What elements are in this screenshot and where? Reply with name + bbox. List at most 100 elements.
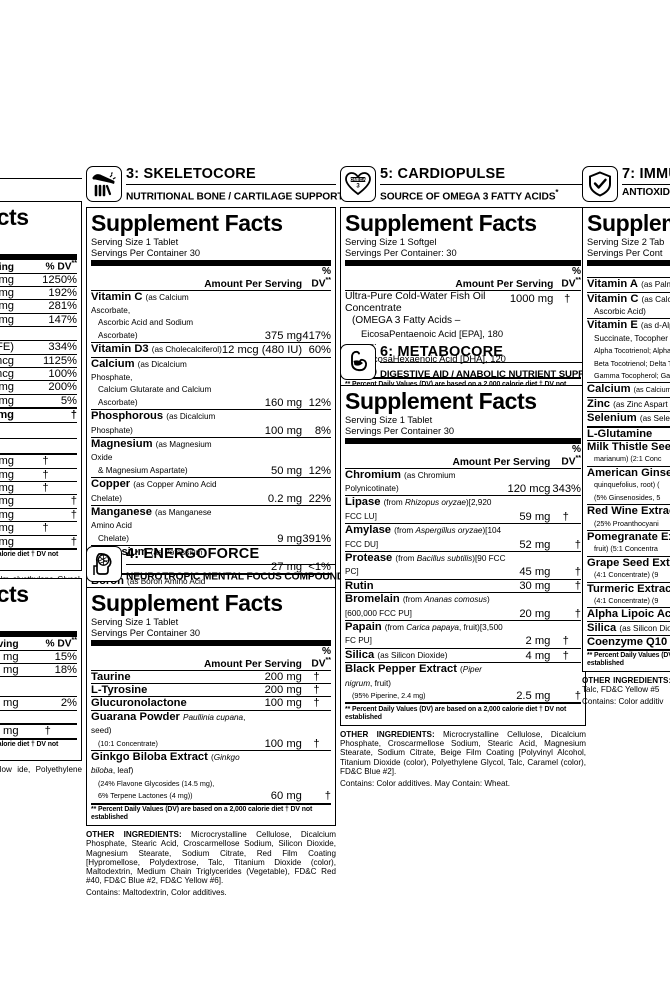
- table-row: Guarana Powder Paullinia cupana, seed) (1…: [91, 709, 331, 751]
- table-row: Chromium (as Chromium Polynicotinate) 12…: [345, 467, 581, 496]
- panel-header: 3: SKELETOCORE NUTRITIONAL BONE / CARTIL…: [86, 166, 347, 204]
- row-dv: 200%: [14, 380, 77, 395]
- heart-omega3-icon: OMEGA 3: [340, 166, 376, 202]
- col-amount-per-serving: Amount Per Serving: [203, 658, 302, 670]
- row-dv: †: [14, 494, 77, 509]
- row-name: Coenzyme Q10 US: [587, 636, 670, 649]
- row-dv: †: [550, 662, 581, 703]
- row-name: Silica: [345, 648, 375, 661]
- panel-subtitle: [0, 178, 82, 193]
- panel-cardiopulse: OMEGA 3 5: CARDIOPULSE SOURCE OF OMEGA 3…: [340, 166, 586, 414]
- row-dv: †: [550, 523, 581, 552]
- panel-header: 6: METABOCORE DIGESTIVE AID / ANABOLIC N…: [340, 344, 608, 382]
- row-dv: 12%: [302, 437, 331, 478]
- row-name: Ultra-Pure Cold-Water Fish Oil Concentra…: [345, 290, 486, 314]
- table-row: 8 mg†: [0, 534, 77, 548]
- table-row: Copper (as Copper Amino Acid Chelate) 0.…: [91, 477, 331, 506]
- table-row: Rutin 30 mg †: [345, 578, 581, 593]
- table-row: [0, 437, 77, 455]
- servings-per-container: Servings Per Cont: [587, 247, 663, 258]
- other-ingredients: OTHER INGREDIENTS: Sodium, Stearic Acid,…: [582, 676, 670, 695]
- row-name: Ginkgo Biloba Extract: [91, 751, 208, 764]
- servings-per-container: Servings Per Container 30: [91, 627, 201, 638]
- row-dv: †: [301, 709, 331, 751]
- row-name: Black Pepper Extract: [345, 663, 457, 676]
- row-dv: 12%: [302, 356, 331, 410]
- other-ingredients: OTHER INGREDIENTS: Microcrystalline Cell…: [340, 729, 587, 776]
- svg-text:OMEGA: OMEGA: [350, 177, 366, 182]
- panel-header: 4: ENERGOFORCE NEUROTROPIC MENTAL FOCUS …: [86, 546, 347, 584]
- row-amount: 375 mg: [221, 289, 303, 343]
- row-name: Vitamin D3: [91, 343, 149, 356]
- panel-name: IMMU: [639, 166, 670, 182]
- table-row: 27 mcg1125%: [0, 353, 77, 368]
- panel-title: MPLEX*: [0, 160, 82, 178]
- row-amount: 120 mcg: [507, 467, 551, 496]
- row-dv: 8%: [302, 409, 331, 438]
- table-row: 83 mg2%: [0, 696, 77, 711]
- row-dv: 100%: [14, 367, 77, 381]
- table-row: 25 mg†: [0, 507, 77, 522]
- panel-subtitle: NUTRITIONAL BONE / CARTILAGE SUPPORT*: [126, 184, 347, 203]
- row-name: Calcium: [587, 383, 631, 396]
- supplement-facts-title: Supplement Facts: [345, 388, 537, 414]
- panel-name: SKELETOCORE: [143, 166, 256, 182]
- col-percent-dv: % DV**: [45, 637, 78, 650]
- table-row: Phosphorous (as Dicalcium Phosphate) 100…: [91, 409, 331, 438]
- table-row: 25 mg†: [0, 521, 77, 536]
- servings-per-container: Servings Per Container: 30: [345, 247, 457, 258]
- row-amount: 59 mg: [507, 495, 551, 524]
- table-row: Black Pepper Extract (Piper nigrum, frui…: [345, 662, 581, 703]
- row-name: Bromelain: [345, 593, 400, 606]
- row-dv: <1%: [302, 545, 331, 575]
- contains-statement: Contains: Color additives. May Contain: …: [340, 779, 511, 788]
- table-row: Protease (from Bacillus subtilis)[90 FCC…: [345, 551, 581, 580]
- row-dv: 417%: [302, 289, 331, 343]
- row-dv: †: [14, 521, 77, 536]
- supplement-facts-box: Supplement Facts Serving Size 1 Tablet S…: [340, 385, 586, 726]
- row-dv: 281%: [14, 299, 77, 314]
- row-dv: †: [301, 669, 331, 684]
- divider-thick: [345, 260, 581, 267]
- nutrition-table: Vitamin A (as Palmi Vitamin C (as Calciu…: [587, 266, 670, 649]
- table-row: 104 mg†: [0, 453, 77, 469]
- serving-size: Serving Size 1 Softgel: [345, 237, 437, 247]
- daily-value-footnote: ** Percent Daily Values (DV) are based o…: [0, 737, 77, 758]
- row-amount: 30 mcg: [0, 367, 15, 381]
- panel-metabocore: 6: METABOCORE DIGESTIVE AID / ANABOLIC N…: [340, 344, 608, 788]
- row-dv: †: [550, 551, 581, 580]
- row-name: Vitamin C: [91, 290, 143, 303]
- table-row: Zinc (as Zinc Aspart: [587, 396, 670, 412]
- row-amount: 50 mg: [0, 480, 15, 495]
- table-row: Vitamin C (as Calcium Ascorbate, Ascorbic…: [91, 289, 331, 343]
- row-amount: 65 mg: [0, 393, 15, 409]
- divider-thick: [587, 260, 670, 267]
- supplement-facts-title: Supplement Facts: [345, 210, 537, 236]
- row-name: Amylase: [345, 524, 392, 537]
- table-row: L-Glutamine: [587, 425, 670, 441]
- col-percent-dv: % DV**: [561, 266, 581, 290]
- panel-immunoshield: 7: IMMU ANTIOXID Supplement Facts Servin…: [582, 166, 670, 707]
- row-amount: 45 mg: [507, 551, 551, 580]
- row-name: Grape Seed Extra: [587, 556, 670, 569]
- servings-per-container: Servings Per Container 30: [345, 425, 455, 436]
- row-dv: †: [14, 467, 77, 482]
- table-header-row: Amount Per Serving % DV**: [0, 260, 77, 273]
- panel-subtitle: NEUROTROPIC MENTAL FOCUS COMPOUND*: [126, 564, 347, 583]
- table-row: L-Tyrosine 200 mg †: [91, 682, 331, 697]
- row-amount: 8 mg: [0, 534, 15, 548]
- serving-size: Serving Size 1 Tablet: [91, 617, 179, 627]
- row-dv: 5%: [14, 393, 77, 409]
- row-amount: 200 mg: [264, 669, 302, 684]
- table-row: Selenium (as Seleni: [587, 411, 670, 427]
- table-row: Taurine 200 mg †: [91, 669, 331, 684]
- brain-head-icon: [86, 546, 122, 582]
- supplement-facts-box: Supplement Facts Amount Per Serving % DV…: [0, 578, 82, 762]
- other-ingredients-heading: OTHER INGREDIENTS:: [86, 830, 182, 840]
- row-dv: †: [14, 407, 77, 423]
- panel-header: 7: IMMU ANTIOXID: [582, 166, 670, 204]
- row-amount: 12 mcg (480 IU): [221, 342, 303, 358]
